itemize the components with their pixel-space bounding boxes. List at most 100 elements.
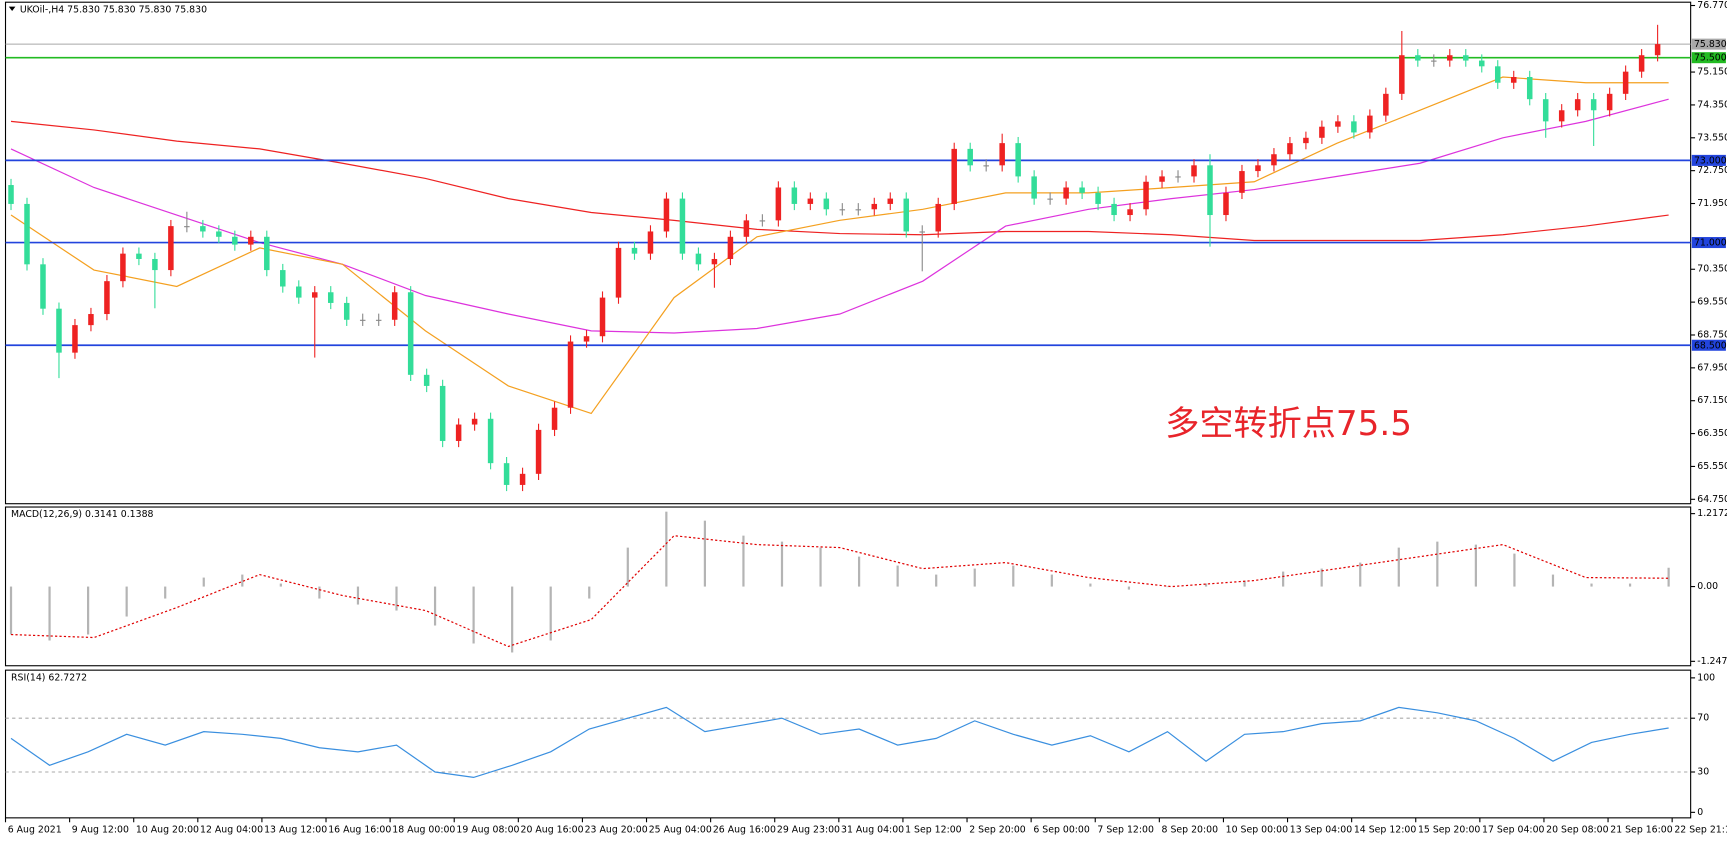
candle-body bbox=[1526, 76, 1533, 100]
candle-body bbox=[679, 198, 686, 254]
candle-body bbox=[1047, 198, 1053, 200]
annotation: 多空转折点75.5 bbox=[1165, 404, 1412, 444]
candle-body bbox=[1351, 121, 1357, 133]
macd-signal bbox=[10, 535, 1669, 648]
level-label: 73.000 bbox=[1694, 155, 1727, 166]
macd-bar bbox=[1474, 544, 1477, 587]
y-tick-label: 0 bbox=[1697, 807, 1703, 818]
level-label-box bbox=[1691, 52, 1726, 64]
candle-body bbox=[647, 231, 654, 254]
y-tick-label: 72.750 bbox=[1697, 165, 1727, 176]
macd-bar bbox=[1089, 583, 1092, 587]
candle-body bbox=[1574, 99, 1581, 111]
menu-arrow bbox=[8, 6, 16, 12]
y-tick-label: 71.950 bbox=[1697, 198, 1727, 209]
macd-bar bbox=[1667, 567, 1670, 587]
macd-bar bbox=[1513, 553, 1516, 587]
candle-body bbox=[839, 209, 846, 211]
macd-bar bbox=[1359, 562, 1362, 587]
candle-body bbox=[312, 292, 318, 298]
y-tick-label: 76.770 bbox=[1697, 0, 1727, 11]
candle-body bbox=[136, 253, 142, 259]
candle-body bbox=[439, 385, 446, 441]
candle-body bbox=[1510, 76, 1517, 83]
macd-bar bbox=[164, 586, 167, 599]
macd-bar bbox=[279, 583, 282, 587]
candle-body bbox=[391, 292, 398, 320]
macd-bar bbox=[1320, 568, 1323, 587]
candle-body bbox=[1383, 93, 1389, 116]
macd-bar bbox=[511, 586, 514, 653]
candle-body bbox=[1207, 165, 1213, 216]
moving-average bbox=[10, 76, 1669, 415]
x-tick-label: 31 Aug 04:00 bbox=[841, 824, 904, 835]
candle-body bbox=[1159, 176, 1165, 182]
candle-body bbox=[567, 341, 574, 408]
y-tick-label: 64.750 bbox=[1697, 494, 1727, 505]
panel-title: UKOil-,H4 75.830 75.830 75.830 75.830 bbox=[20, 4, 207, 15]
x-tick-label: 13 Sep 04:00 bbox=[1290, 824, 1352, 835]
level-label-box bbox=[1691, 237, 1726, 249]
candle-body bbox=[919, 231, 925, 233]
y-tick-label: 70.350 bbox=[1697, 264, 1727, 275]
candle-body bbox=[1239, 171, 1245, 193]
macd-bar bbox=[433, 586, 437, 626]
candle-body bbox=[1287, 143, 1293, 155]
panel-title: MACD(12,26,9) 0.3141 0.1388 bbox=[11, 509, 154, 520]
candle-body bbox=[407, 292, 414, 375]
candle-body bbox=[1127, 209, 1133, 216]
candle-body bbox=[727, 236, 734, 259]
candle-body bbox=[871, 203, 878, 210]
x-tick-label: 10 Sep 00:00 bbox=[1226, 824, 1288, 835]
x-tick-label: 21 Sep 16:00 bbox=[1610, 824, 1672, 835]
y-tick-label: -1.2479 bbox=[1697, 656, 1727, 667]
candle-body bbox=[599, 297, 606, 337]
macd-bar bbox=[356, 586, 360, 605]
macd-bar bbox=[241, 574, 244, 587]
candle-body bbox=[1590, 99, 1597, 111]
macd-bar bbox=[472, 586, 475, 644]
macd-bar bbox=[973, 568, 976, 587]
candle-body bbox=[1638, 55, 1645, 72]
rsi-line bbox=[10, 706, 1669, 779]
candle-body bbox=[631, 247, 638, 254]
x-tick-label: 23 Aug 20:00 bbox=[585, 824, 648, 835]
level-label-box bbox=[1691, 154, 1726, 166]
candle-body bbox=[663, 198, 670, 232]
macd-bar bbox=[318, 586, 321, 599]
candle-body bbox=[583, 336, 590, 342]
macd-bar bbox=[1551, 574, 1555, 587]
candle-body bbox=[248, 236, 254, 245]
macd-bar bbox=[87, 586, 90, 635]
x-tick-label: 9 Aug 12:00 bbox=[72, 824, 129, 835]
x-tick-label: 12 Aug 04:00 bbox=[200, 824, 263, 835]
candle-body bbox=[999, 143, 1005, 166]
candle-body bbox=[743, 220, 750, 237]
candle-body bbox=[967, 148, 973, 166]
candle-body bbox=[200, 226, 206, 232]
macd-bar bbox=[1166, 586, 1169, 588]
candle-body bbox=[1031, 176, 1037, 199]
y-tick-label: 100 bbox=[1697, 672, 1715, 683]
candle-body bbox=[1542, 99, 1549, 122]
macd-bar bbox=[1050, 574, 1053, 587]
candle-body bbox=[359, 319, 366, 321]
macd-bar bbox=[1204, 583, 1208, 587]
x-tick-label: 16 Aug 16:00 bbox=[328, 824, 391, 835]
macd-bar bbox=[1590, 583, 1593, 587]
x-tick-label: 14 Sep 12:00 bbox=[1354, 824, 1416, 835]
macd-bar bbox=[857, 556, 861, 587]
x-tick-label: 8 Sep 20:00 bbox=[1162, 824, 1219, 835]
candle-body bbox=[1063, 187, 1069, 199]
level-label: 75.500 bbox=[1694, 53, 1727, 64]
candle-body bbox=[1175, 176, 1181, 178]
x-tick-label: 2 Sep 20:00 bbox=[969, 824, 1026, 835]
x-tick-label: 20 Sep 08:00 bbox=[1546, 824, 1608, 835]
macd-bar bbox=[395, 586, 398, 611]
level-label-box bbox=[1691, 38, 1726, 50]
x-tick-label: 6 Sep 00:00 bbox=[1033, 824, 1090, 835]
candle-body bbox=[983, 165, 989, 167]
macd-bar bbox=[780, 541, 784, 587]
